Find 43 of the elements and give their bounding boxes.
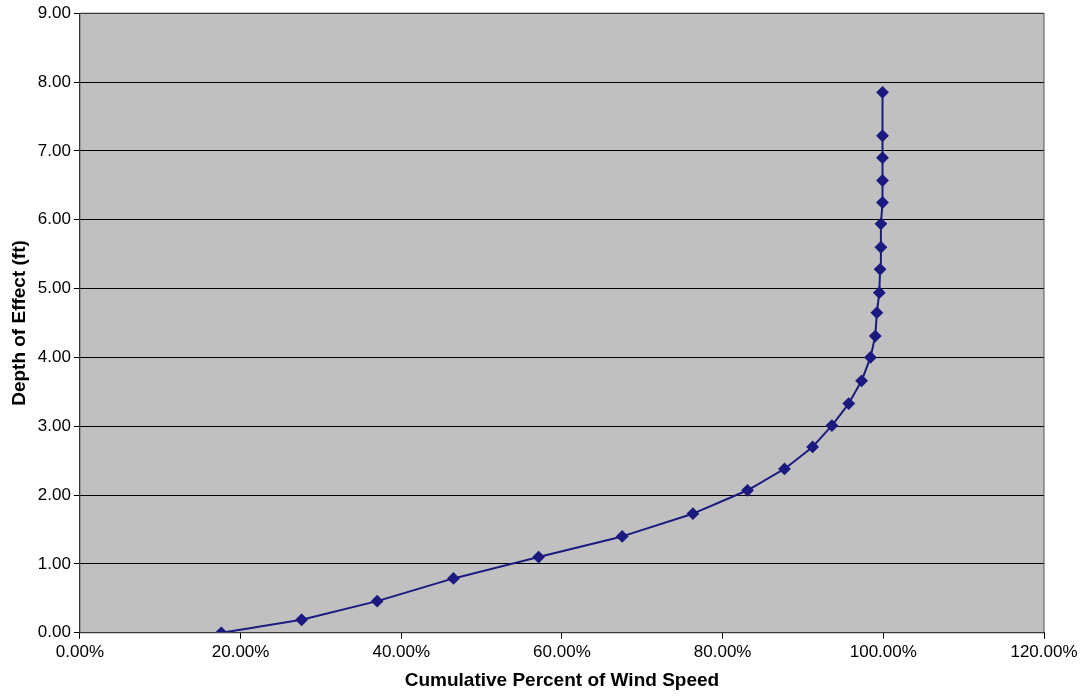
point	[686, 507, 699, 520]
x-tick-label: 0.00%	[55, 641, 104, 661]
point	[741, 484, 754, 497]
y-tick-label: 9.00	[37, 2, 71, 22]
point	[864, 351, 877, 364]
point	[855, 374, 868, 387]
point	[447, 572, 460, 585]
point	[876, 129, 889, 142]
point	[842, 397, 855, 410]
point	[874, 217, 887, 230]
y-tick-label: 5.00	[37, 278, 71, 298]
point	[371, 595, 384, 608]
point	[295, 613, 308, 626]
y-tick-label: 4.00	[37, 347, 71, 367]
x-tick-label: 60.00%	[533, 641, 591, 661]
x-axis-title: Cumulative Percent of Wind Speed	[404, 668, 720, 690]
point	[876, 86, 889, 99]
x-tick-label: 40.00%	[372, 641, 431, 661]
point	[825, 419, 838, 432]
y-tick-label: 0.00	[37, 622, 71, 642]
point	[874, 263, 887, 276]
point	[876, 151, 889, 164]
point	[532, 551, 545, 564]
point	[616, 530, 629, 543]
point	[806, 440, 819, 453]
y-axis-title: Depth of Effect (ft)	[7, 240, 29, 406]
x-tick-label: 80.00%	[693, 641, 752, 661]
point	[876, 196, 889, 209]
y-tick-label: 6.00	[37, 209, 71, 229]
x-tick-label: 100.00%	[849, 641, 917, 661]
y-tick-label: 8.00	[37, 71, 71, 91]
point	[874, 241, 887, 254]
x-tick-label: 20.00%	[211, 641, 270, 661]
point	[870, 306, 883, 319]
y-tick-label: 7.00	[37, 140, 71, 160]
point	[778, 462, 791, 475]
point	[873, 286, 886, 299]
y-tick-label: 2.00	[37, 484, 71, 504]
point	[869, 330, 882, 343]
y-tick-label: 1.00	[37, 553, 71, 573]
y-tick-label: 3.00	[37, 415, 71, 435]
x-tick-label: 120.00%	[1010, 641, 1078, 661]
point	[876, 174, 889, 187]
